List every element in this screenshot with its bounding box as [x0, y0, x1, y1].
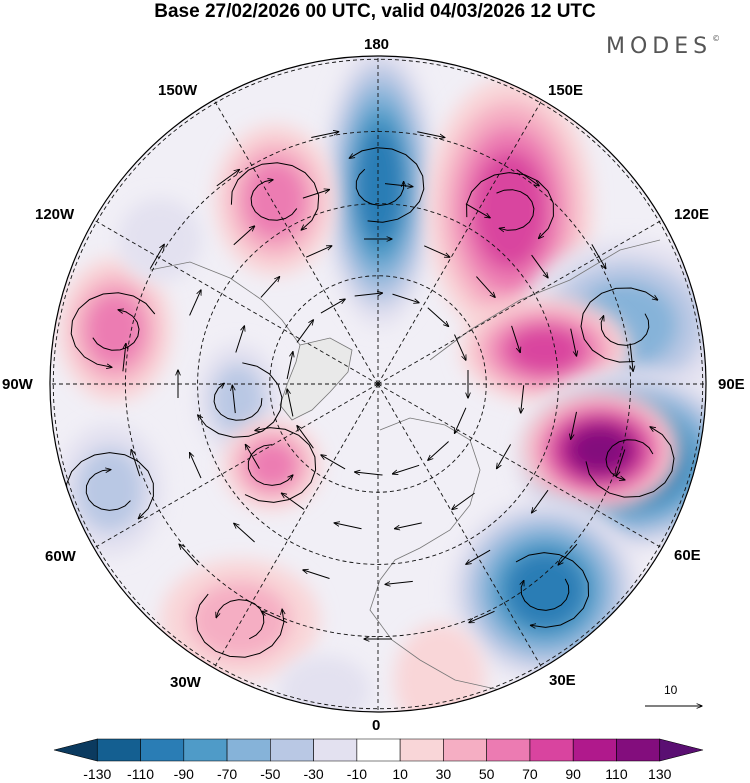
- anomaly-7-level-5: [506, 553, 584, 628]
- colorbar-label: 10: [392, 766, 408, 782]
- lon-label-90e: 90E: [718, 376, 745, 394]
- colorbar-label: -50: [260, 766, 280, 782]
- colorbar-swatch-13: [573, 739, 616, 761]
- colorbar-label: -10: [347, 766, 367, 782]
- colorbar-label: 130: [648, 766, 671, 782]
- lon-label-30w: 30W: [170, 674, 201, 692]
- lon-label-90w: 90W: [2, 376, 33, 394]
- colorbar-label: 110: [605, 766, 627, 782]
- anomaly-positive-16: [394, 623, 485, 737]
- anomaly-13-level-2: [190, 582, 291, 659]
- lon-label-120e: 120E: [674, 206, 709, 224]
- anomaly-negative-15: [118, 198, 202, 282]
- anomaly-positive-13: [160, 559, 320, 681]
- lon-label-150w: 150W: [158, 82, 197, 100]
- colorbar-swatch-8: [357, 739, 400, 761]
- colorbar-swatch-4: [184, 739, 227, 761]
- lon-label-60e: 60E: [674, 547, 701, 565]
- colorbar-label: 90: [565, 766, 581, 782]
- colorbar-label: -70: [217, 766, 237, 782]
- colorbar-swatch-1: [54, 739, 97, 761]
- colorbar-swatch-6: [270, 739, 313, 761]
- colorbar-label: -110: [127, 766, 154, 782]
- colorbar-label: -90: [174, 766, 194, 782]
- anomaly-9-level-3: [86, 293, 144, 366]
- colorbar-swatch-11: [487, 739, 530, 761]
- anomaly-14-level-1: [279, 656, 370, 724]
- anomaly-negative-1: [323, 43, 437, 328]
- reference-vector-label: 10: [664, 683, 677, 697]
- lon-label-30e: 30E: [549, 672, 576, 690]
- colorbar-swatch-3: [141, 739, 184, 761]
- colorbar-swatch-5: [227, 739, 270, 761]
- anomaly-2-level-4: [473, 151, 548, 270]
- colorbar-label: 30: [436, 766, 452, 782]
- colorbar-swatch-9: [400, 739, 443, 761]
- anomaly-positive-6: [520, 389, 680, 511]
- lon-label-150e: 150E: [548, 82, 583, 100]
- lon-label-0: 0: [372, 717, 380, 735]
- anomaly-11-level-3: [247, 442, 297, 488]
- lon-label-60w: 60W: [45, 548, 76, 566]
- anomaly-negative-12: [57, 424, 163, 557]
- colorbar-swatch-7: [314, 739, 357, 761]
- colorbar-swatch-12: [530, 739, 573, 761]
- colorbar-label: -30: [303, 766, 323, 782]
- colorbar-swatch-14: [616, 739, 659, 761]
- lon-label-120w: 120W: [35, 206, 74, 224]
- anomaly-16-level-1: [394, 623, 485, 737]
- anomaly-negative-14: [279, 656, 370, 724]
- colorbar-label: -130: [83, 766, 111, 782]
- colorbar-label: 50: [479, 766, 495, 782]
- colorbar-swatch-2: [97, 739, 140, 761]
- colorbar-swatch-10: [443, 739, 486, 761]
- anomaly-15-level-1: [118, 198, 202, 282]
- anomaly-positive-8: [214, 124, 336, 276]
- colorbar-swatch-15: [660, 739, 703, 761]
- polar-map: [0, 0, 750, 783]
- colorbar-label: 70: [522, 766, 538, 782]
- colorbar: [54, 739, 703, 761]
- lon-label-180: 180: [364, 36, 389, 54]
